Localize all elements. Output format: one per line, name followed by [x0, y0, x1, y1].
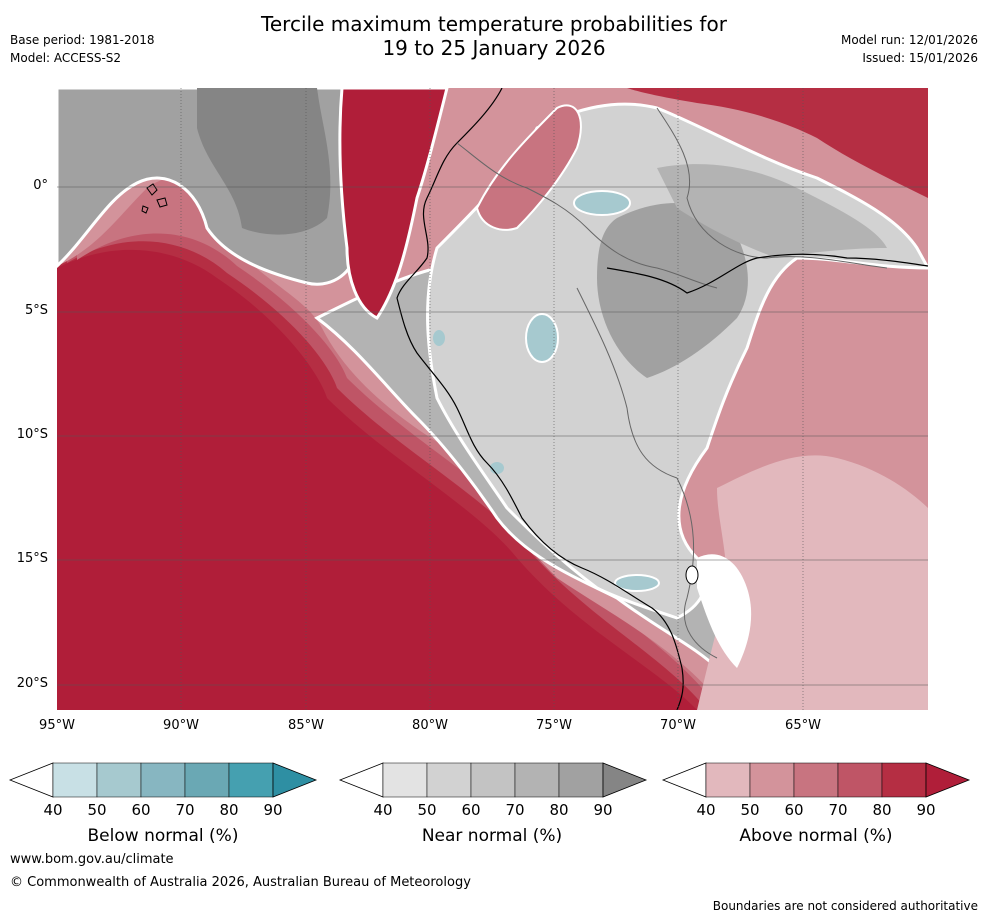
- lat-label-0: 0°: [33, 178, 48, 193]
- colorbar-above-normal: [661, 762, 971, 798]
- colorbar-tick-label: 80: [872, 801, 892, 819]
- lon-label-70w: 70°W: [660, 718, 696, 733]
- near-normal-amazon: [657, 164, 887, 258]
- near-normal-interior-dark: [597, 203, 748, 378]
- amazon-river: [606, 253, 928, 294]
- model-info: Base period: 1981-2018 Model: ACCESS-S2: [10, 31, 155, 67]
- lon-label-95w: 95°W: [39, 718, 75, 733]
- colorbar-near-normal: [338, 762, 648, 798]
- colorbar-tick-label: 90: [916, 801, 936, 819]
- colorbar-segment: [228, 762, 274, 798]
- lon-label-90w: 90°W: [163, 718, 199, 733]
- colorbar-below-normal: [8, 762, 318, 798]
- lat-gridlines: [57, 186, 928, 686]
- colorbar-segment: [382, 762, 428, 798]
- colorbar-segment: [558, 762, 604, 798]
- colorbar-extend-high: [272, 762, 318, 798]
- colorbar-extend-high: [602, 762, 648, 798]
- title-line-1: Tercile maximum temperature probabilitie…: [261, 12, 727, 36]
- galapagos-islands: [141, 183, 168, 214]
- colorbar-segment: [96, 762, 142, 798]
- boundaries-disclaimer: Boundaries are not considered authoritat…: [712, 899, 978, 913]
- below-normal-blob-5: [433, 330, 445, 346]
- colorbar-label-near: Near normal (%): [421, 826, 563, 846]
- colorbar-label-above: Above normal (%): [739, 826, 893, 846]
- copyright: © Commonwealth of Australia 2026, Austra…: [10, 875, 471, 890]
- map-svg: [57, 88, 928, 710]
- colorbar-tick-label: 60: [131, 801, 151, 819]
- lon-label-85w: 85°W: [288, 718, 324, 733]
- lake-titicaca: [685, 565, 699, 585]
- colorbar-tick-label: 40: [696, 801, 716, 819]
- chart-title: Tercile maximum temperature probabilitie…: [0, 12, 988, 60]
- colorbars-svg: [8, 762, 971, 798]
- colorbar-tick-label: 50: [740, 801, 760, 819]
- colorbar-segment: [793, 762, 839, 798]
- colorbar-segment: [749, 762, 795, 798]
- colorbar-segment: [837, 762, 883, 798]
- lat-label-10s: 10°S: [16, 427, 48, 442]
- colorbar-segment: [881, 762, 927, 798]
- above-normal-colombia: [475, 104, 582, 231]
- title-line-2: 19 to 25 January 2026: [382, 36, 606, 60]
- bom-url[interactable]: www.bom.gov.au/climate: [10, 852, 174, 867]
- colorbar-extend-low: [661, 762, 707, 798]
- colorbar-tick-label: 80: [219, 801, 239, 819]
- colorbar-tick-label: 50: [417, 801, 437, 819]
- lon-label-65w: 65°W: [785, 718, 821, 733]
- colorbar-segment: [140, 762, 186, 798]
- probability-map: [57, 88, 928, 710]
- colorbar-segment: [52, 762, 98, 798]
- run-info: Model run: 12/01/2026 Issued: 15/01/2026: [841, 31, 978, 67]
- below-normal-blob-1: [573, 190, 631, 216]
- colorbar-tick-label: 70: [505, 801, 525, 819]
- colorbar-extend-low: [338, 762, 384, 798]
- colorbar-label-below: Below normal (%): [87, 826, 239, 846]
- lat-label-15s: 15°S: [16, 551, 48, 566]
- colorbar-tick-label: 90: [593, 801, 613, 819]
- colorbar-tick-label: 40: [43, 801, 63, 819]
- colorbar-tick-label: 70: [828, 801, 848, 819]
- lon-label-80w: 80°W: [412, 718, 448, 733]
- colorbar-segment: [705, 762, 751, 798]
- colorbar-tick-label: 90: [263, 801, 283, 819]
- colorbar-segment: [184, 762, 230, 798]
- model-name: Model: ACCESS-S2: [10, 51, 122, 65]
- below-normal-blob-2: [525, 313, 559, 363]
- colorbar-tick-label: 80: [549, 801, 569, 819]
- colorbar-tick-label: 50: [87, 801, 107, 819]
- lon-label-75w: 75°W: [536, 718, 572, 733]
- lat-label-20s: 20°S: [16, 676, 48, 691]
- below-normal-blob-3: [614, 574, 660, 592]
- colorbar-tick-label: 60: [784, 801, 804, 819]
- colorbar-tick-label: 70: [175, 801, 195, 819]
- colorbar-segment: [470, 762, 516, 798]
- issued-date: Issued: 15/01/2026: [862, 51, 978, 65]
- colorbar-tick-label: 60: [461, 801, 481, 819]
- colorbar-segment: [514, 762, 560, 798]
- model-run: Model run: 12/01/2026: [840, 33, 978, 47]
- colorbar-segment: [426, 762, 472, 798]
- base-period: Base period: 1981-2018: [10, 33, 155, 47]
- colorbar-extend-high: [925, 762, 971, 798]
- country-borders: [456, 107, 888, 659]
- colorbar-extend-low: [8, 762, 54, 798]
- near-normal-offshore-dark: [197, 88, 331, 235]
- lat-label-5s: 5°S: [24, 303, 48, 318]
- coastline: [396, 88, 684, 710]
- above-normal-north: [627, 88, 928, 198]
- near-normal-southeast: [697, 554, 752, 668]
- colorbar-tick-label: 40: [373, 801, 393, 819]
- above-normal-ecuador: [338, 88, 449, 320]
- above-normal-southeast: [697, 455, 928, 710]
